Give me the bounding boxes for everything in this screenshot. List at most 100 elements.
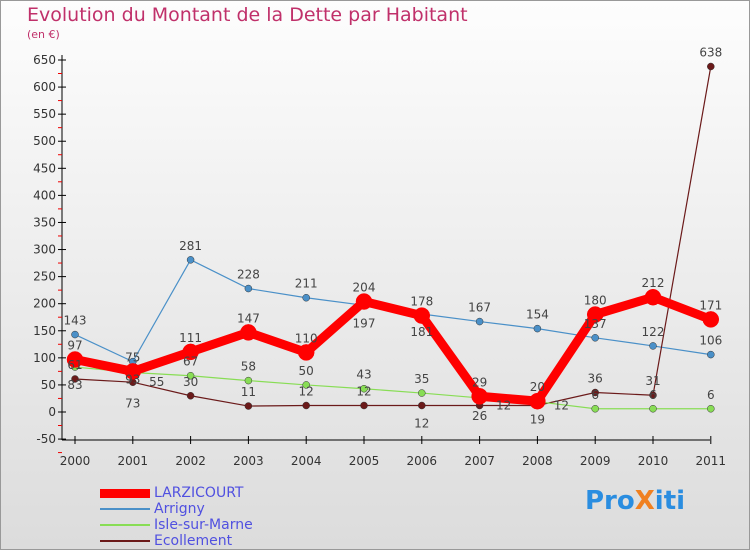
data-point [66, 351, 84, 368]
x-tick-label: 2009 [580, 454, 611, 468]
y-tick-label: 450 [33, 161, 56, 175]
data-point [297, 344, 315, 361]
x-tick-label: 2011 [696, 454, 727, 468]
data-point [413, 307, 431, 324]
data-label: 12 [356, 385, 371, 399]
y-tick-label: 650 [33, 53, 56, 67]
data-label: 197 [353, 316, 376, 330]
legend-item: Isle-sur-Marne [100, 517, 253, 533]
data-point [244, 284, 253, 293]
data-label: 167 [468, 301, 491, 315]
data-point [471, 388, 488, 405]
data-label: 20 [530, 380, 545, 394]
data-point [707, 62, 715, 71]
y-tick-label: 250 [33, 270, 56, 284]
data-point [586, 306, 604, 323]
x-tick-label: 2005 [349, 454, 380, 468]
data-point [418, 401, 426, 410]
y-tick-label: 200 [33, 297, 56, 311]
data-point [186, 392, 195, 400]
data-label: 212 [642, 276, 665, 290]
data-label: 43 [356, 368, 371, 382]
data-point [418, 389, 426, 397]
data-label: 6 [707, 388, 715, 402]
y-tick-label: 550 [33, 107, 56, 121]
data-label: 638 [699, 45, 722, 59]
data-label: 181 [410, 325, 433, 339]
data-point [302, 293, 310, 302]
data-label: 106 [699, 334, 722, 348]
data-point [644, 288, 662, 306]
x-tick-label: 2001 [118, 454, 149, 468]
data-label: 122 [642, 325, 665, 339]
data-point [124, 363, 142, 380]
y-tick-label: 50 [41, 378, 56, 392]
data-label: 6 [591, 388, 599, 402]
legend-swatch [100, 540, 150, 542]
proxiti-logo: ProXiti [585, 486, 686, 516]
legend-swatch [100, 524, 150, 526]
legend-swatch [100, 488, 150, 498]
data-label: 12 [299, 385, 314, 399]
data-point [360, 384, 368, 393]
data-label: 31 [645, 374, 660, 388]
data-label: 55 [149, 375, 164, 389]
data-label: 35 [414, 372, 429, 386]
data-point [244, 376, 253, 385]
data-label: 111 [179, 331, 202, 345]
data-point [475, 317, 484, 326]
chart-title: Evolution du Montant de la Dette par Hab… [27, 4, 468, 26]
data-point [649, 391, 657, 399]
series-line-LARZICOURT [74, 292, 713, 406]
data-label: 110 [295, 331, 318, 345]
data-point [529, 392, 546, 410]
data-label: 73 [125, 396, 140, 410]
x-tick-label: 2008 [522, 454, 553, 468]
y-tick-label: 100 [33, 351, 56, 365]
y-tick-label: 350 [33, 215, 56, 229]
data-label: 30 [183, 375, 198, 389]
y-tick-label: 500 [33, 134, 56, 148]
data-label: 211 [295, 277, 318, 291]
data-point [707, 350, 715, 359]
x-tick-label: 2006 [407, 454, 438, 468]
data-point [591, 388, 599, 397]
data-point [244, 402, 253, 410]
data-label: 67 [183, 355, 198, 369]
data-point [533, 324, 542, 333]
legend-label: LARZICOURT [154, 485, 244, 501]
data-point [240, 324, 257, 341]
data-point [71, 375, 79, 383]
data-label: 26 [472, 409, 487, 423]
data-label: 50 [299, 364, 314, 378]
data-label: 143 [64, 314, 87, 328]
data-label: 171 [699, 298, 722, 312]
x-tick-label: 2000 [60, 454, 91, 468]
legend-item: Arrigny [100, 501, 253, 517]
series-line-Ecollement [74, 66, 712, 407]
data-label: 228 [237, 268, 260, 282]
data-label: 83 [67, 378, 82, 392]
data-label: 75 [125, 350, 140, 364]
x-tick-label: 2010 [638, 454, 669, 468]
x-tick-label: 2004 [291, 454, 322, 468]
legend-swatch [100, 508, 150, 510]
data-label: 281 [179, 239, 202, 253]
y-tick-label: -50 [36, 432, 56, 446]
y-tick-label: 300 [33, 243, 56, 257]
data-label: 61 [67, 358, 82, 372]
data-label: 93 [125, 373, 140, 387]
x-tick-label: 2002 [175, 454, 206, 468]
data-point [591, 334, 599, 342]
data-point [355, 293, 373, 310]
data-label: 180 [584, 294, 607, 308]
data-point [182, 343, 199, 361]
data-label: 147 [237, 311, 260, 325]
data-label: 154 [526, 308, 549, 322]
legend-item: Ecollement [100, 533, 253, 549]
data-label: 36 [588, 372, 603, 386]
data-point [71, 330, 79, 339]
data-label: 58 [241, 360, 256, 374]
